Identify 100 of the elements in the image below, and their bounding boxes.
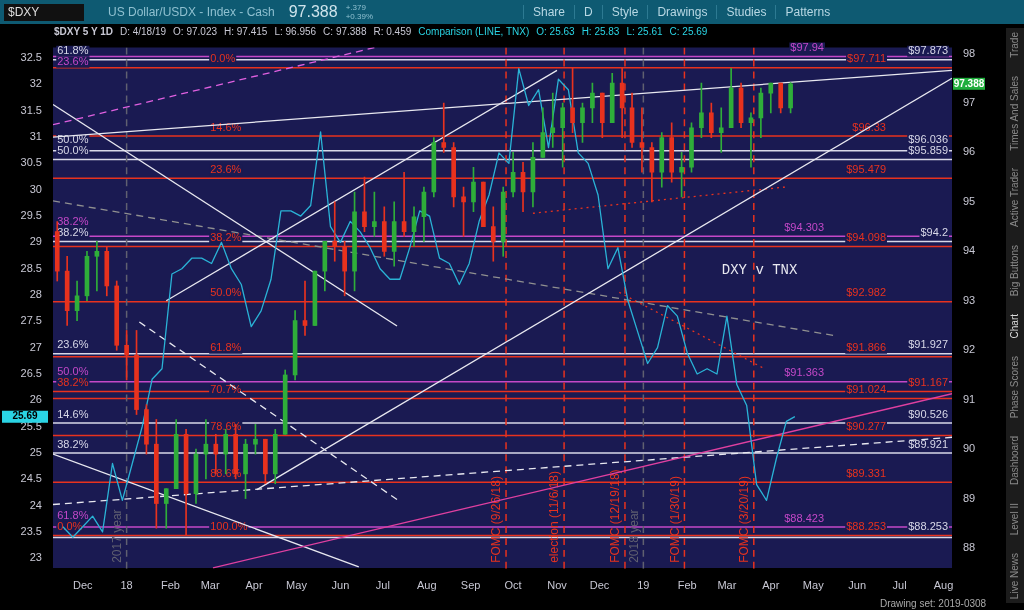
ref-line-label: $95.479 [846, 162, 886, 175]
ref-line-label: $95.859 [908, 143, 948, 156]
text: C: 25.69 [669, 26, 708, 38]
y-tick-label: 93 [963, 293, 976, 306]
text: Comparison (LINE, TNX) [418, 26, 530, 38]
ref-line-label: $90.526 [908, 407, 948, 420]
text: H: 25.83 [581, 26, 620, 38]
ref-line-label: $91.866 [846, 341, 886, 354]
y2-tick-label: 31 [29, 130, 42, 143]
x-tick-label: Mar [200, 579, 220, 592]
text: O: 97.023 [173, 26, 218, 38]
ref-line-label: $97.711 [847, 52, 886, 65]
ref-line-label: $91.024 [846, 383, 886, 396]
y2-tick-label: 24 [29, 498, 42, 511]
y2-tick-label: 31.5 [20, 103, 42, 116]
text: DXY v TNX [721, 261, 799, 278]
text: Big Buttons [1009, 244, 1021, 296]
annotation: 38.2% [57, 225, 89, 238]
y-tick-label: 94 [963, 244, 976, 257]
x-tick-label: Feb [161, 579, 180, 592]
x-tick-label: Feb [677, 579, 697, 592]
y-tick-label: 89 [963, 491, 976, 504]
text: D [574, 5, 602, 19]
ref-line-label: $91.927 [908, 338, 948, 351]
y-tick-label: 90 [963, 442, 976, 455]
ref-line-label: 2018 year [626, 509, 641, 563]
text: L: 96.956 [274, 26, 317, 38]
y2-tick-label: 30 [29, 182, 42, 195]
ref-line-label: $88.423 [784, 511, 824, 524]
text: 25.69 [12, 410, 38, 422]
x-tick-label: Jun [331, 579, 350, 592]
y-tick-label: 98 [963, 46, 976, 59]
ref-line-label: $94.303 [784, 220, 824, 233]
annotation: 0.0% [210, 52, 236, 65]
text: O: 25.63 [536, 26, 575, 38]
text: Live News [1009, 552, 1021, 599]
y2-tick-label: 32 [29, 77, 42, 90]
text: Chart [1009, 313, 1021, 339]
x-tick-label: May [802, 579, 825, 592]
annotation: 23.6% [57, 338, 89, 351]
text: Active Trader [1009, 168, 1021, 227]
text: Drawing set: 2019-0308 [880, 598, 987, 609]
x-tick-label: Dec [72, 579, 94, 592]
x-tick-label: Mar [717, 579, 737, 592]
ref-line-label: election (11/6/18) [547, 470, 562, 563]
annotation: 0.0% [57, 520, 83, 533]
x-tick-label: Nov [547, 579, 568, 592]
ref-line-label: FOMC (3/20/19) [737, 476, 752, 563]
candlestick [312, 270, 318, 326]
annotation: 78.6% [210, 419, 242, 432]
y2-tick-label: 25.5 [20, 419, 42, 432]
text: Style [601, 5, 648, 19]
x-tick-label: Sep [460, 579, 481, 592]
text: Patterns [775, 5, 840, 19]
text: 97.388 [288, 3, 338, 20]
y2-tick-label: 27 [29, 340, 42, 353]
annotation: 23.6% [210, 162, 242, 175]
x-tick-label: Aug [416, 579, 437, 592]
y2-tick-label: 27.5 [20, 314, 42, 327]
ref-line-label: $91.167 [908, 375, 948, 388]
text: Trade [1009, 32, 1021, 58]
annotation: 50.0% [57, 364, 89, 377]
text: C: 97.388 [323, 26, 367, 38]
x-tick-label: Apr [245, 579, 263, 592]
text: Studies [716, 5, 776, 19]
text: D: 4/18/19 [119, 26, 167, 38]
annotation: 50.0% [210, 286, 242, 299]
ref-line-label: $97.873 [908, 44, 948, 57]
y-tick-label: 88 [963, 541, 976, 554]
text: Dashboard [1009, 436, 1021, 485]
annotation: 100.0% [210, 520, 248, 533]
ref-line-label: FOMC (9/26/18) [489, 476, 504, 563]
y2-tick-label: 23.5 [20, 524, 42, 537]
ref-line-label: $92.982 [846, 286, 886, 299]
annotation: 61.8% [57, 509, 89, 522]
x-tick-label: Jul [892, 579, 907, 592]
x-tick-label: Aug [933, 579, 954, 592]
x-tick-label: Apr [762, 579, 780, 592]
ref-line-label: $94.2 [920, 225, 948, 238]
x-tick-label: 18 [120, 579, 133, 592]
text: +0.39% [345, 12, 374, 21]
y-tick-label: 91 [963, 392, 976, 405]
y-tick-label: 97 [963, 96, 976, 109]
text: Share [523, 5, 575, 19]
x-tick-label: Dec [589, 579, 610, 592]
y2-tick-label: 28 [29, 288, 42, 301]
y-tick-label: 96 [963, 145, 976, 158]
y-tick-label: 92 [963, 343, 976, 356]
annotation: 38.2% [57, 214, 89, 227]
annotation: 61.8% [57, 44, 89, 57]
y2-tick-label: 23 [29, 551, 42, 564]
ref-line-label: FOMC (1/30/19) [667, 476, 682, 563]
annotation: 50.0% [57, 143, 89, 156]
text: $DXY 5 Y 1D [54, 26, 113, 38]
text: Drawings [647, 5, 717, 19]
annotation: 38.2% [57, 375, 89, 388]
ref-line-label: $94.098 [846, 231, 886, 244]
y-tick-label: 95 [963, 194, 976, 207]
x-tick-label: Jun [848, 579, 867, 592]
ref-line-label: $97.94 [790, 41, 824, 54]
